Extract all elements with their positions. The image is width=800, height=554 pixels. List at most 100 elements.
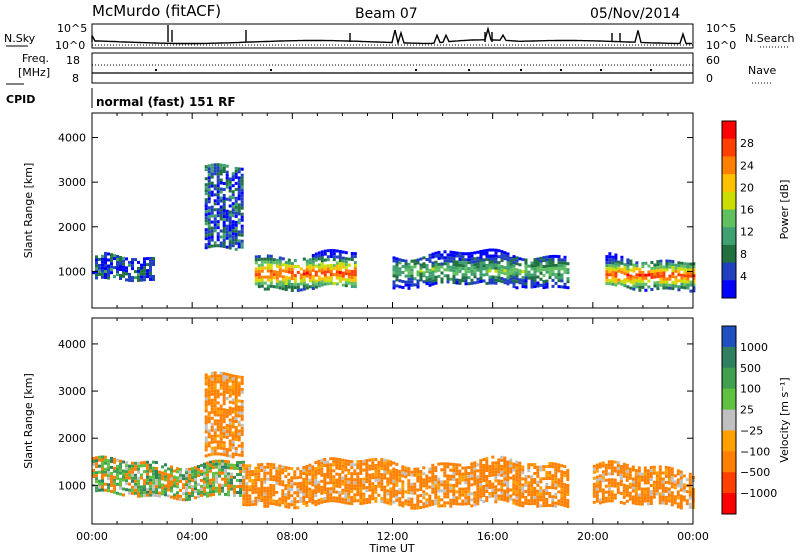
- power-cell: [674, 269, 678, 273]
- power-cell: [443, 274, 447, 278]
- velocity-cell: [437, 498, 441, 502]
- power-cell: [219, 181, 223, 185]
- velocity-cell: [458, 490, 462, 494]
- velocity-cell: [560, 494, 564, 498]
- power-cell: [539, 262, 543, 266]
- velocity-cell: [245, 470, 249, 474]
- velocity-cell: [203, 471, 206, 475]
- velocity-cell: [356, 472, 360, 476]
- power-cell: [416, 273, 420, 277]
- velocity-cell: [332, 487, 336, 491]
- velocity-cell: [440, 468, 444, 472]
- velocity-cell: [216, 422, 220, 426]
- velocity-cell: [314, 473, 318, 477]
- power-cell: [419, 263, 423, 267]
- power-cell: [557, 279, 561, 283]
- power-cell: [434, 260, 438, 264]
- power-cell: [207, 236, 211, 240]
- velocity-cell: [637, 493, 641, 497]
- velocity-cell: [245, 494, 249, 498]
- power-cell: [219, 199, 223, 203]
- velocity-cell: [287, 496, 291, 500]
- velocity-cell: [401, 480, 405, 484]
- power-cell: [512, 261, 516, 265]
- velocity-cell: [676, 484, 680, 488]
- velocity-cell: [173, 496, 176, 500]
- velocity-cell: [604, 490, 608, 494]
- power-cell: [674, 278, 678, 282]
- velocity-cell: [341, 491, 345, 495]
- velocity-cell: [377, 484, 381, 488]
- power-cell: [131, 276, 134, 280]
- power-cell: [219, 196, 223, 200]
- power-cell: [287, 279, 291, 283]
- velocity-cell: [299, 490, 303, 494]
- power-cell: [524, 261, 528, 265]
- velocity-cell: [455, 499, 459, 503]
- power-cell: [635, 282, 639, 286]
- velocity-cell: [296, 506, 300, 510]
- power-cell: [305, 283, 309, 287]
- velocity-cell: [536, 474, 540, 478]
- velocity-cell: [661, 495, 665, 499]
- power-cell: [293, 286, 297, 290]
- velocity-cell: [625, 478, 629, 482]
- velocity-cell: [658, 483, 662, 487]
- power-cell: [656, 266, 660, 270]
- velocity-cell: [380, 458, 384, 462]
- velocity-cell: [506, 481, 510, 485]
- xtick-label: 12:00: [377, 530, 409, 543]
- power-cell: [216, 181, 220, 185]
- velocity-cell: [512, 501, 516, 505]
- velocity-cell: [491, 467, 495, 471]
- velocity-cell: [533, 496, 537, 499]
- velocity-cell: [515, 466, 519, 470]
- power-cell: [431, 267, 435, 271]
- power-cell: [512, 255, 516, 259]
- velocity-cell: [213, 386, 217, 390]
- velocity-cell: [440, 489, 444, 493]
- velocity-cell: [509, 467, 513, 471]
- velocity-cell: [266, 501, 270, 505]
- velocity-cell: [488, 486, 492, 490]
- velocity-cell: [563, 474, 567, 478]
- power-cell: [662, 271, 666, 275]
- power-cell: [521, 279, 525, 283]
- velocity-cell: [643, 490, 647, 494]
- velocity-cell: [416, 479, 420, 483]
- power-cell: [149, 262, 152, 266]
- velocity-cell: [287, 466, 291, 470]
- power-cell: [234, 247, 238, 251]
- velocity-ylabel: Slant Range [km]: [22, 373, 35, 469]
- velocity-cell: [234, 417, 238, 420]
- velocity-cell: [257, 499, 261, 503]
- velocity-cell: [619, 476, 623, 480]
- power-cell: [143, 263, 146, 267]
- power-cell: [440, 271, 444, 275]
- power-cell: [254, 279, 258, 283]
- velocity-cell: [219, 374, 223, 378]
- velocity-cell: [240, 411, 244, 415]
- velocity-cell: [272, 502, 276, 506]
- velocity-cell: [263, 471, 267, 475]
- power-cell: [204, 183, 208, 187]
- power-cell: [228, 177, 232, 181]
- velocity-cell: [452, 493, 456, 496]
- velocity-cell: [452, 499, 456, 502]
- velocity-cell: [335, 472, 339, 476]
- velocity-cell: [293, 497, 297, 501]
- velocity-cell: [688, 505, 692, 509]
- velocity-cell: [643, 499, 647, 503]
- velocity-cell: [188, 479, 191, 483]
- power-cell: [512, 279, 516, 283]
- power-cell: [566, 277, 570, 281]
- velocity-cell: [616, 464, 620, 468]
- velocity-cell: [368, 467, 372, 471]
- power-cell: [449, 265, 453, 269]
- power-cell: [213, 172, 217, 176]
- velocity-cell: [101, 473, 104, 477]
- velocity-cell: [197, 468, 200, 472]
- velocity-cell: [329, 469, 333, 473]
- velocity-cell: [515, 478, 519, 482]
- velocity-cell: [234, 384, 238, 387]
